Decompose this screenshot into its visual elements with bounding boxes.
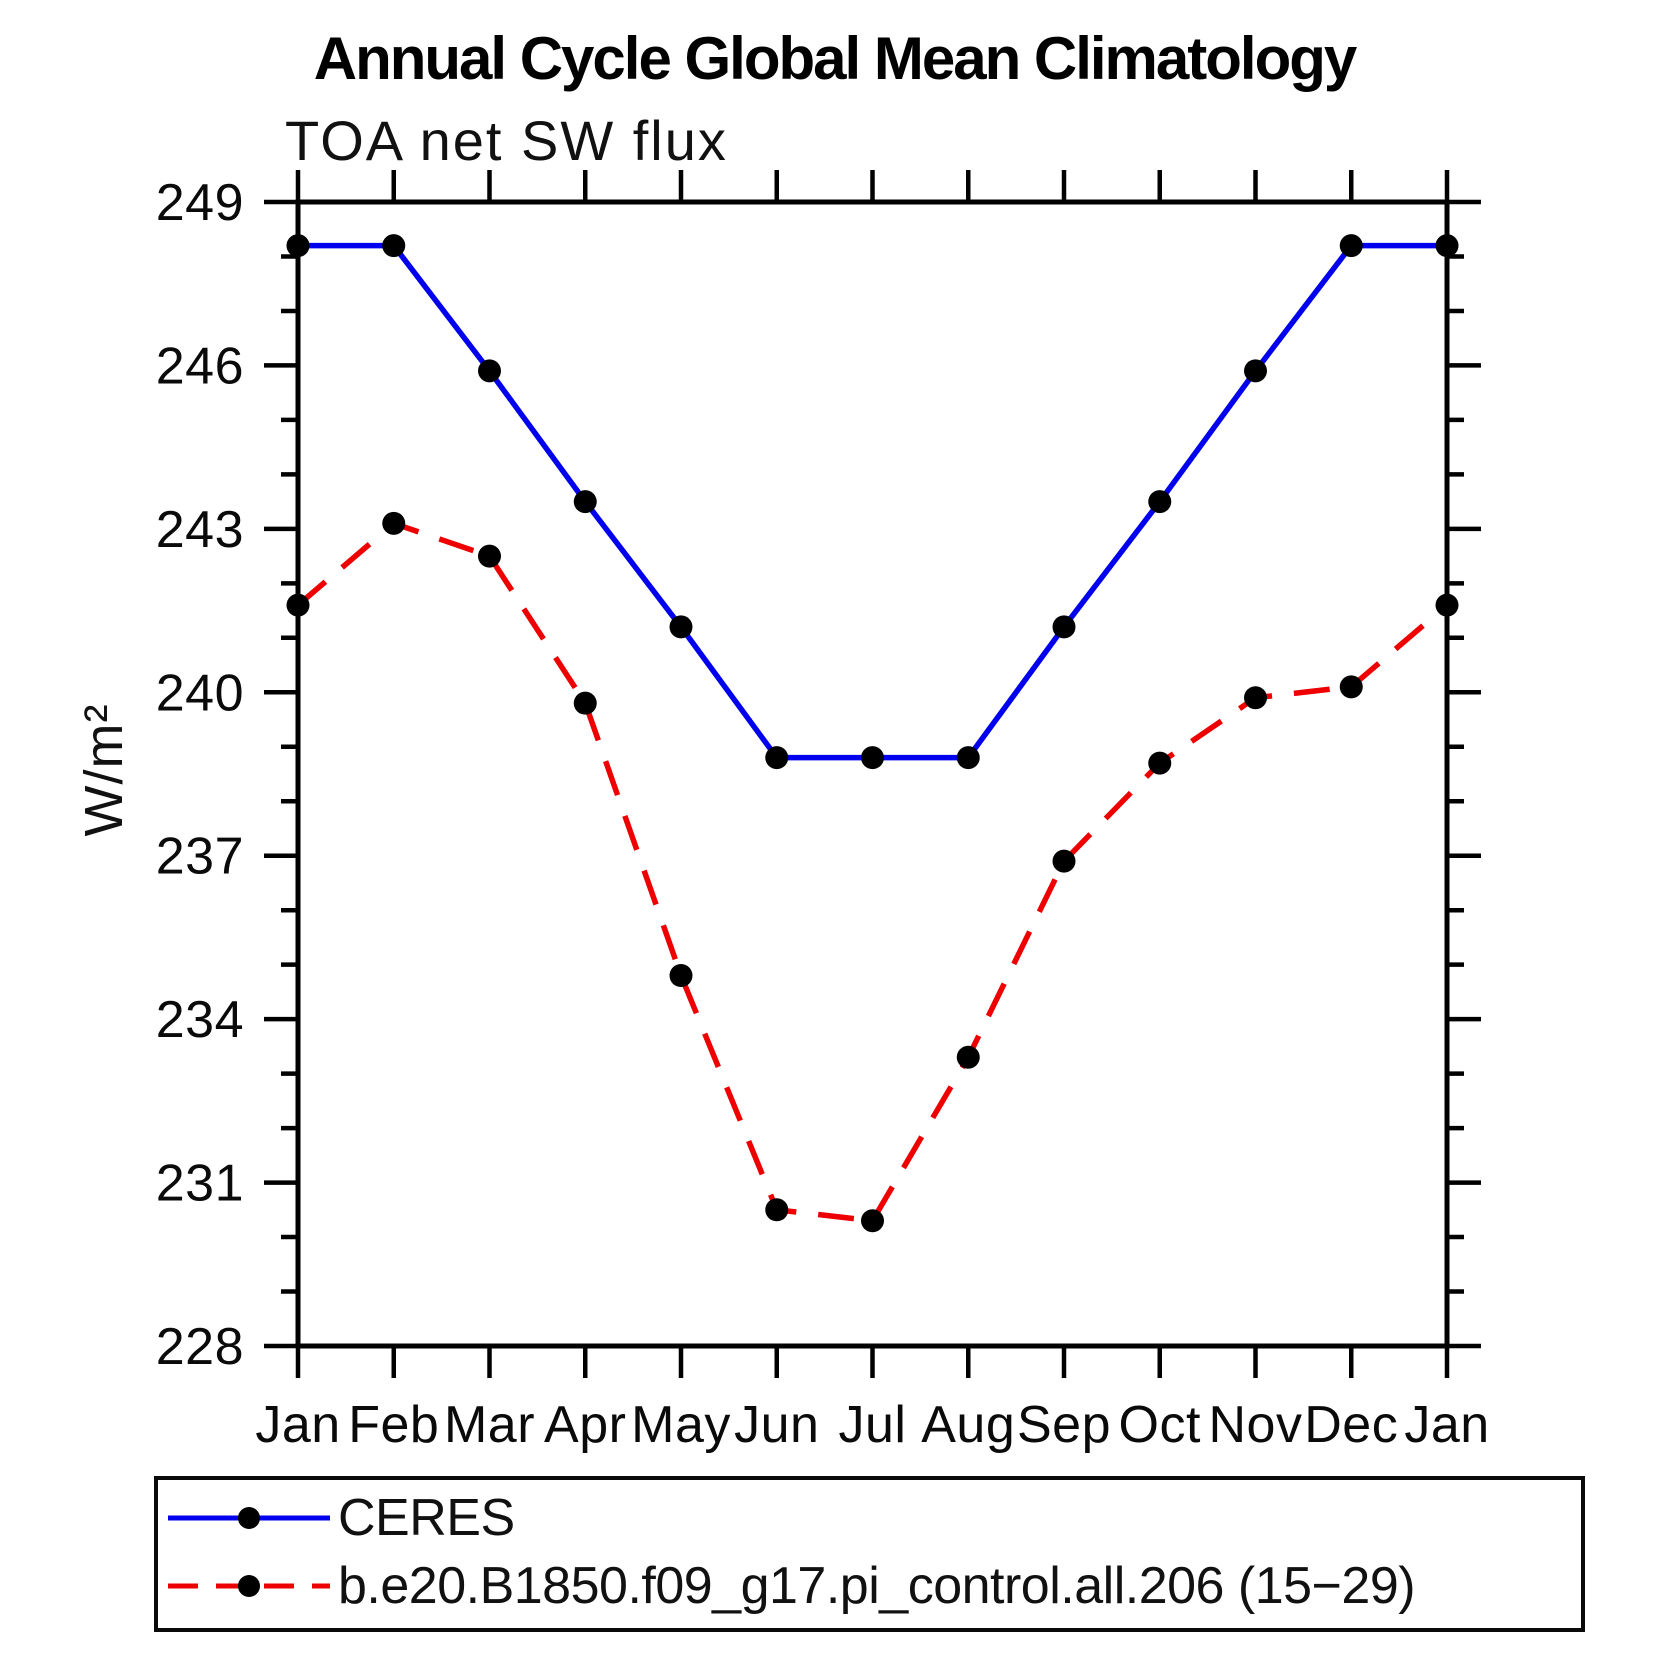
x-tick-label: Jan <box>1404 1396 1489 1454</box>
y-tick-label: 234 <box>156 991 244 1049</box>
chart-title: Annual Cycle Global Mean Climatology <box>313 25 1358 92</box>
data-point-marker-ceres <box>956 746 980 770</box>
plot-frame <box>295 199 1450 1349</box>
y-tick-label: 231 <box>156 1155 244 1213</box>
legend-marker-dot-icon <box>238 1575 260 1597</box>
series-line-ceres <box>298 242 1447 761</box>
x-tick-label: Jul <box>839 1396 907 1454</box>
legend-line-sample-model <box>168 1575 330 1597</box>
x-tick-label: Aug <box>921 1396 1015 1454</box>
y-tick-label: 228 <box>156 1318 244 1376</box>
x-tick-label: Mar <box>444 1396 535 1454</box>
x-tick-label: Jan <box>255 1396 340 1454</box>
x-tick-label: May <box>631 1396 731 1454</box>
series-line-model <box>296 520 1449 1224</box>
legend-box: CERES b.e20.B1850.f09_g17.pi_control.all… <box>154 1476 1585 1632</box>
x-tick-label: Sep <box>1017 1396 1111 1454</box>
y-tick-label: 237 <box>156 828 244 886</box>
x-tick-label: Apr <box>544 1396 626 1454</box>
data-point-marker-ceres <box>1244 359 1267 383</box>
data-point-marker-model <box>861 1209 884 1233</box>
legend-label-ceres: CERES <box>338 1489 515 1547</box>
data-point-marker-ceres <box>382 234 406 258</box>
data-point-marker-ceres <box>765 746 789 770</box>
x-tick-label: Dec <box>1304 1396 1398 1454</box>
data-point-marker-model <box>1244 686 1267 710</box>
y-tick-label: 246 <box>156 337 244 395</box>
legend-marker-dot-icon <box>238 1507 260 1529</box>
data-point-marker-ceres <box>861 746 884 770</box>
y-tick-label: 240 <box>156 664 244 722</box>
legend-row-model: b.e20.B1850.f09_g17.pi_control.all.206 (… <box>162 1556 1416 1616</box>
y-tick-label: 249 <box>156 174 244 232</box>
data-point-marker-ceres <box>286 234 310 258</box>
legend-row-ceres: CERES <box>162 1488 515 1548</box>
data-point-marker-model <box>956 1045 980 1069</box>
data-point-marker-model <box>765 1198 789 1222</box>
x-tick-label: Oct <box>1119 1396 1201 1454</box>
legend-line-sample-ceres <box>168 1507 330 1529</box>
data-point-marker-model <box>1052 849 1076 873</box>
data-point-marker-model <box>478 544 501 568</box>
y-tick-label: 243 <box>156 501 244 559</box>
data-point-marker-ceres <box>573 490 597 514</box>
data-point-marker-ceres <box>1052 615 1076 639</box>
data-point-marker-model <box>1339 675 1363 699</box>
data-point-marker-model <box>1435 593 1459 617</box>
data-point-marker-ceres <box>669 615 693 639</box>
data-point-marker-ceres <box>478 359 501 383</box>
chart-subtitle: TOA net SW flux <box>285 109 728 172</box>
data-point-marker-model <box>573 691 597 715</box>
data-point-marker-ceres <box>1339 234 1363 258</box>
data-point-marker-ceres <box>1435 234 1459 258</box>
x-tick-label: Jun <box>734 1396 819 1454</box>
legend-label-model: b.e20.B1850.f09_g17.pi_control.all.206 (… <box>338 1557 1416 1615</box>
data-point-marker-model <box>286 593 310 617</box>
data-point-marker-ceres <box>1148 490 1172 514</box>
data-point-marker-model <box>382 511 406 535</box>
data-point-marker-model <box>1148 751 1172 775</box>
x-tick-label: Feb <box>348 1396 439 1454</box>
x-tick-label: Nov <box>1209 1396 1303 1454</box>
data-point-marker-model <box>669 964 693 988</box>
